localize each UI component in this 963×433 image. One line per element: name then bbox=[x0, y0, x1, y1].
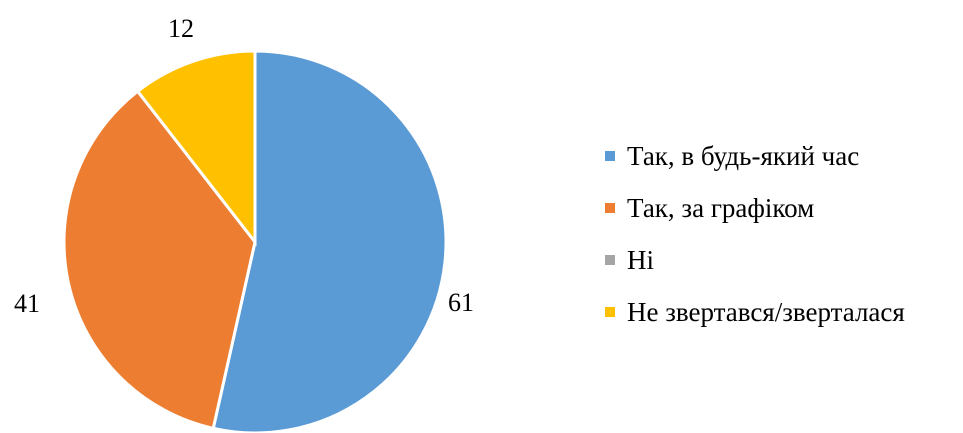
pie-slice-4 bbox=[135, 49, 257, 247]
legend-item-1: Так, в будь-який час bbox=[605, 130, 905, 182]
pie-slice-2 bbox=[62, 89, 257, 431]
legend-swatch-2 bbox=[605, 203, 615, 213]
pie-slice-1 bbox=[211, 49, 448, 433]
legend-label-1: Так, в будь-який час bbox=[627, 140, 860, 171]
legend-item-3: Ні bbox=[605, 234, 905, 286]
legend: Так, в будь-який час Так, за графіком Ні… bbox=[605, 130, 905, 338]
legend-item-4: Не звертався/зверталася bbox=[605, 286, 905, 338]
pie-slices bbox=[62, 49, 448, 433]
legend-item-2: Так, за графіком bbox=[605, 182, 905, 234]
pie-data-labels: 61 41 12 bbox=[14, 14, 474, 318]
legend-swatch-1 bbox=[605, 151, 615, 161]
data-label-4: 12 bbox=[168, 14, 194, 43]
legend-label-2: Так, за графіком bbox=[627, 192, 815, 223]
legend-swatch-4 bbox=[605, 307, 615, 317]
legend-swatch-3 bbox=[605, 255, 615, 265]
legend-label-3: Ні bbox=[627, 244, 654, 275]
data-label-2: 41 bbox=[14, 289, 40, 318]
legend-label-4: Не звертався/зверталася bbox=[627, 296, 905, 327]
data-label-1: 61 bbox=[448, 288, 474, 317]
